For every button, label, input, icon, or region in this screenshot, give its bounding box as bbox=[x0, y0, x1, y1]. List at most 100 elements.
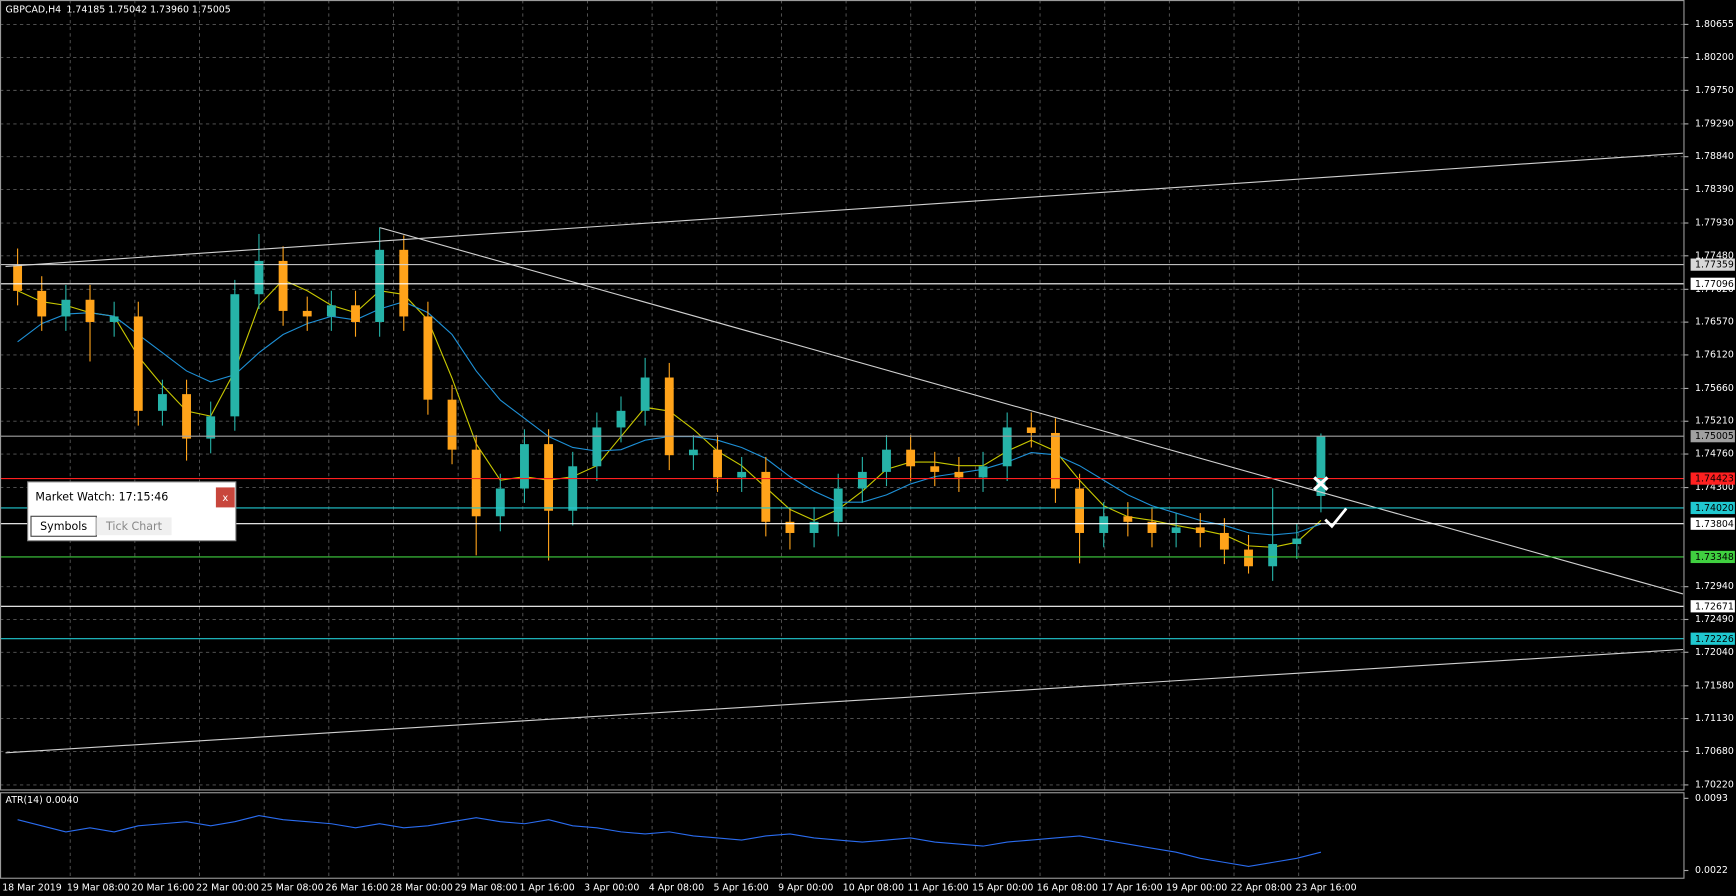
y-tick-label: 1.77930 bbox=[1695, 218, 1734, 229]
level-label-box bbox=[1690, 501, 1735, 515]
x-tick-label: 1 Apr 16:00 bbox=[519, 883, 574, 894]
y-tick-label: 1.72490 bbox=[1695, 614, 1734, 625]
level-label-box bbox=[1690, 632, 1735, 645]
x-tick-label: 16 Apr 08:00 bbox=[1037, 883, 1098, 894]
tab[interactable] bbox=[96, 517, 172, 536]
y-tick-label: 1.80200 bbox=[1695, 52, 1734, 63]
candle-body bbox=[495, 488, 505, 517]
x-tick-label: 28 Mar 00:00 bbox=[390, 883, 453, 894]
y-tick-label: 1.79750 bbox=[1695, 85, 1734, 96]
atr-label: ATR(14) 0.0040 bbox=[6, 795, 79, 806]
candle-body bbox=[520, 444, 529, 489]
level-label: 1.74020 bbox=[1695, 503, 1734, 514]
candle-body bbox=[13, 265, 23, 291]
trendline bbox=[5, 648, 1684, 754]
candle-body bbox=[1026, 427, 1036, 433]
y-tick-label: 1.70220 bbox=[1695, 779, 1734, 790]
atr-pane bbox=[17, 815, 1322, 868]
x-tick-label: 11 Apr 16:00 bbox=[907, 883, 968, 894]
window-title: Market Watch: 17:15:46 bbox=[35, 490, 168, 503]
candle-body bbox=[640, 377, 650, 411]
candle-body bbox=[375, 249, 385, 322]
candle-body bbox=[664, 377, 674, 456]
candle-body bbox=[37, 290, 47, 317]
candle-body bbox=[351, 305, 360, 322]
candle-body bbox=[713, 449, 722, 478]
level-label: 1.72671 bbox=[1695, 601, 1734, 612]
close-button[interactable] bbox=[215, 487, 235, 508]
y-tick-label: 1.78390 bbox=[1695, 184, 1734, 195]
y-tick-label: 1.75210 bbox=[1695, 416, 1734, 427]
candle-body bbox=[1219, 532, 1229, 550]
tab-label[interactable]: Tick Chart bbox=[105, 520, 163, 533]
x-tick-label: 19 Mar 08:00 bbox=[67, 883, 130, 894]
y-tick-label: 1.79290 bbox=[1695, 118, 1734, 129]
x-tick-label: 10 Apr 08:00 bbox=[843, 883, 904, 894]
level-label: 1.73804 bbox=[1695, 519, 1734, 530]
level-label-box bbox=[1690, 472, 1735, 485]
candle-body bbox=[833, 488, 843, 522]
candle-body bbox=[302, 310, 312, 317]
x-tick-label: 18 Mar 2019 bbox=[2, 883, 62, 894]
atr-frame bbox=[0, 792, 1685, 879]
candle-body bbox=[930, 466, 940, 472]
candle-body bbox=[157, 394, 167, 411]
x-tick-label: 3 Apr 00:00 bbox=[584, 883, 639, 894]
level-label-box bbox=[1690, 600, 1735, 613]
candle-body bbox=[761, 471, 771, 522]
level-label-box bbox=[1690, 517, 1735, 530]
candle-body bbox=[1171, 527, 1181, 533]
y-tick-label: 1.74760 bbox=[1695, 449, 1734, 460]
candle-body bbox=[1123, 516, 1133, 522]
candle-body bbox=[1292, 538, 1302, 545]
y-tick-label: 1.74300 bbox=[1695, 482, 1734, 493]
y-tick-label: 1.71130 bbox=[1695, 713, 1734, 724]
level-label: 1.75005 bbox=[1695, 431, 1734, 442]
x-tick-label: 17 Apr 16:00 bbox=[1101, 883, 1162, 894]
y-tick-label: 1.76120 bbox=[1695, 349, 1734, 360]
y-tick-label: 1.72940 bbox=[1695, 581, 1734, 592]
candle-body bbox=[906, 449, 916, 467]
y-tick-label: 1.71580 bbox=[1695, 680, 1734, 691]
candle-body bbox=[85, 299, 95, 322]
candle-body bbox=[254, 260, 264, 295]
y-tick-label: 1.80655 bbox=[1695, 19, 1734, 30]
candle-body bbox=[688, 449, 698, 456]
level-label: 1.73348 bbox=[1695, 552, 1734, 563]
candle-body bbox=[61, 299, 71, 317]
y-tick-label: 1.72040 bbox=[1695, 647, 1734, 658]
symbol-title: GBPCAD,H4 bbox=[6, 4, 62, 15]
candle-body bbox=[978, 466, 988, 478]
level-label: 1.77359 bbox=[1695, 260, 1734, 271]
candle-body bbox=[568, 466, 578, 511]
x-tick-label: 26 Mar 16:00 bbox=[326, 883, 389, 894]
level-label-box bbox=[1690, 550, 1735, 564]
candle-body bbox=[206, 416, 216, 439]
candle-body bbox=[592, 427, 602, 467]
trendline bbox=[379, 227, 1684, 595]
x-tick-label: 29 Mar 08:00 bbox=[455, 883, 518, 894]
market-watch-window: Market Watch: 17:15:46 x Symbols Tick Ch… bbox=[27, 481, 237, 542]
candle-body bbox=[278, 260, 288, 311]
candle-body bbox=[882, 449, 891, 472]
y-tick-label: 1.77480 bbox=[1695, 250, 1734, 261]
candle-body bbox=[399, 249, 409, 317]
candle-body bbox=[133, 316, 143, 411]
x-tick-label: 22 Apr 08:00 bbox=[1231, 883, 1292, 894]
level-label: 1.74423 bbox=[1695, 474, 1734, 485]
y-tick-label: 1.76570 bbox=[1695, 317, 1734, 328]
close-button-label[interactable]: x bbox=[222, 493, 228, 504]
candle-body bbox=[1099, 516, 1109, 533]
candle-body bbox=[1244, 549, 1253, 567]
tab-label[interactable]: Symbols bbox=[40, 520, 87, 533]
candle-body bbox=[326, 305, 336, 317]
x-tick-label: 9 Apr 00:00 bbox=[778, 883, 833, 894]
price-plot bbox=[0, 152, 1684, 754]
candle-body bbox=[423, 316, 433, 400]
candle-body bbox=[857, 471, 867, 489]
atr-tick-label: 0.0022 bbox=[1695, 865, 1728, 876]
candle-body bbox=[447, 399, 457, 450]
candle-body bbox=[230, 294, 240, 417]
candle-body bbox=[1195, 527, 1205, 533]
x-tick-label: 23 Apr 16:00 bbox=[1295, 883, 1356, 894]
